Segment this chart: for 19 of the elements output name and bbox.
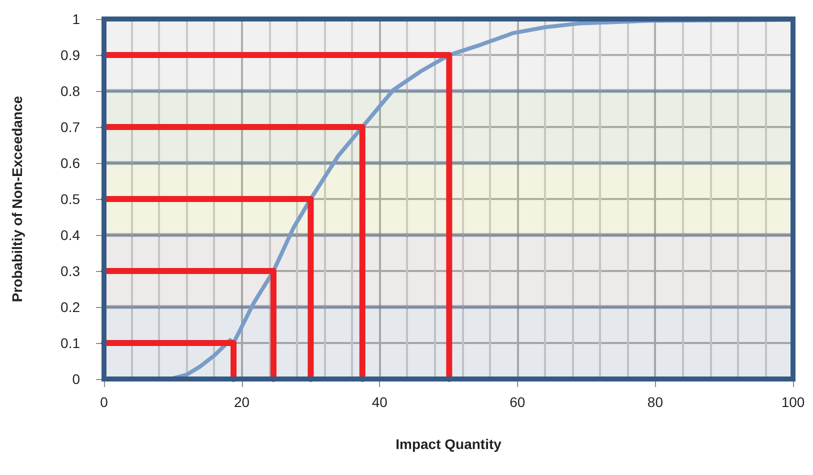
y-tick-label: 1: [72, 11, 80, 27]
x-axis-title: Impact Quantity: [396, 436, 502, 452]
y-tick-label: 0.7: [60, 119, 80, 135]
x-tick-label: 80: [647, 394, 664, 410]
x-tick-label: 60: [510, 394, 526, 410]
y-tick-label: 0.4: [60, 227, 80, 243]
x-tick-label: 0: [100, 394, 108, 410]
y-tick-label: 0.2: [60, 299, 80, 315]
y-tick-label: 0.5: [60, 191, 80, 207]
y-tick-label: 0.9: [60, 47, 80, 63]
y-tick-label: 0.1: [60, 335, 80, 351]
x-tick-label: 20: [234, 394, 250, 410]
y-tick-label: 0: [72, 371, 80, 387]
y-axis-title: Probabiltiy of Non-Exceedance: [9, 96, 25, 302]
y-tick-label: 0.3: [60, 263, 80, 279]
y-tick-label: 0.6: [60, 155, 80, 171]
x-tick-label: 40: [372, 394, 388, 410]
y-tick-label: 0.8: [60, 83, 80, 99]
x-tick-label: 100: [781, 394, 805, 410]
